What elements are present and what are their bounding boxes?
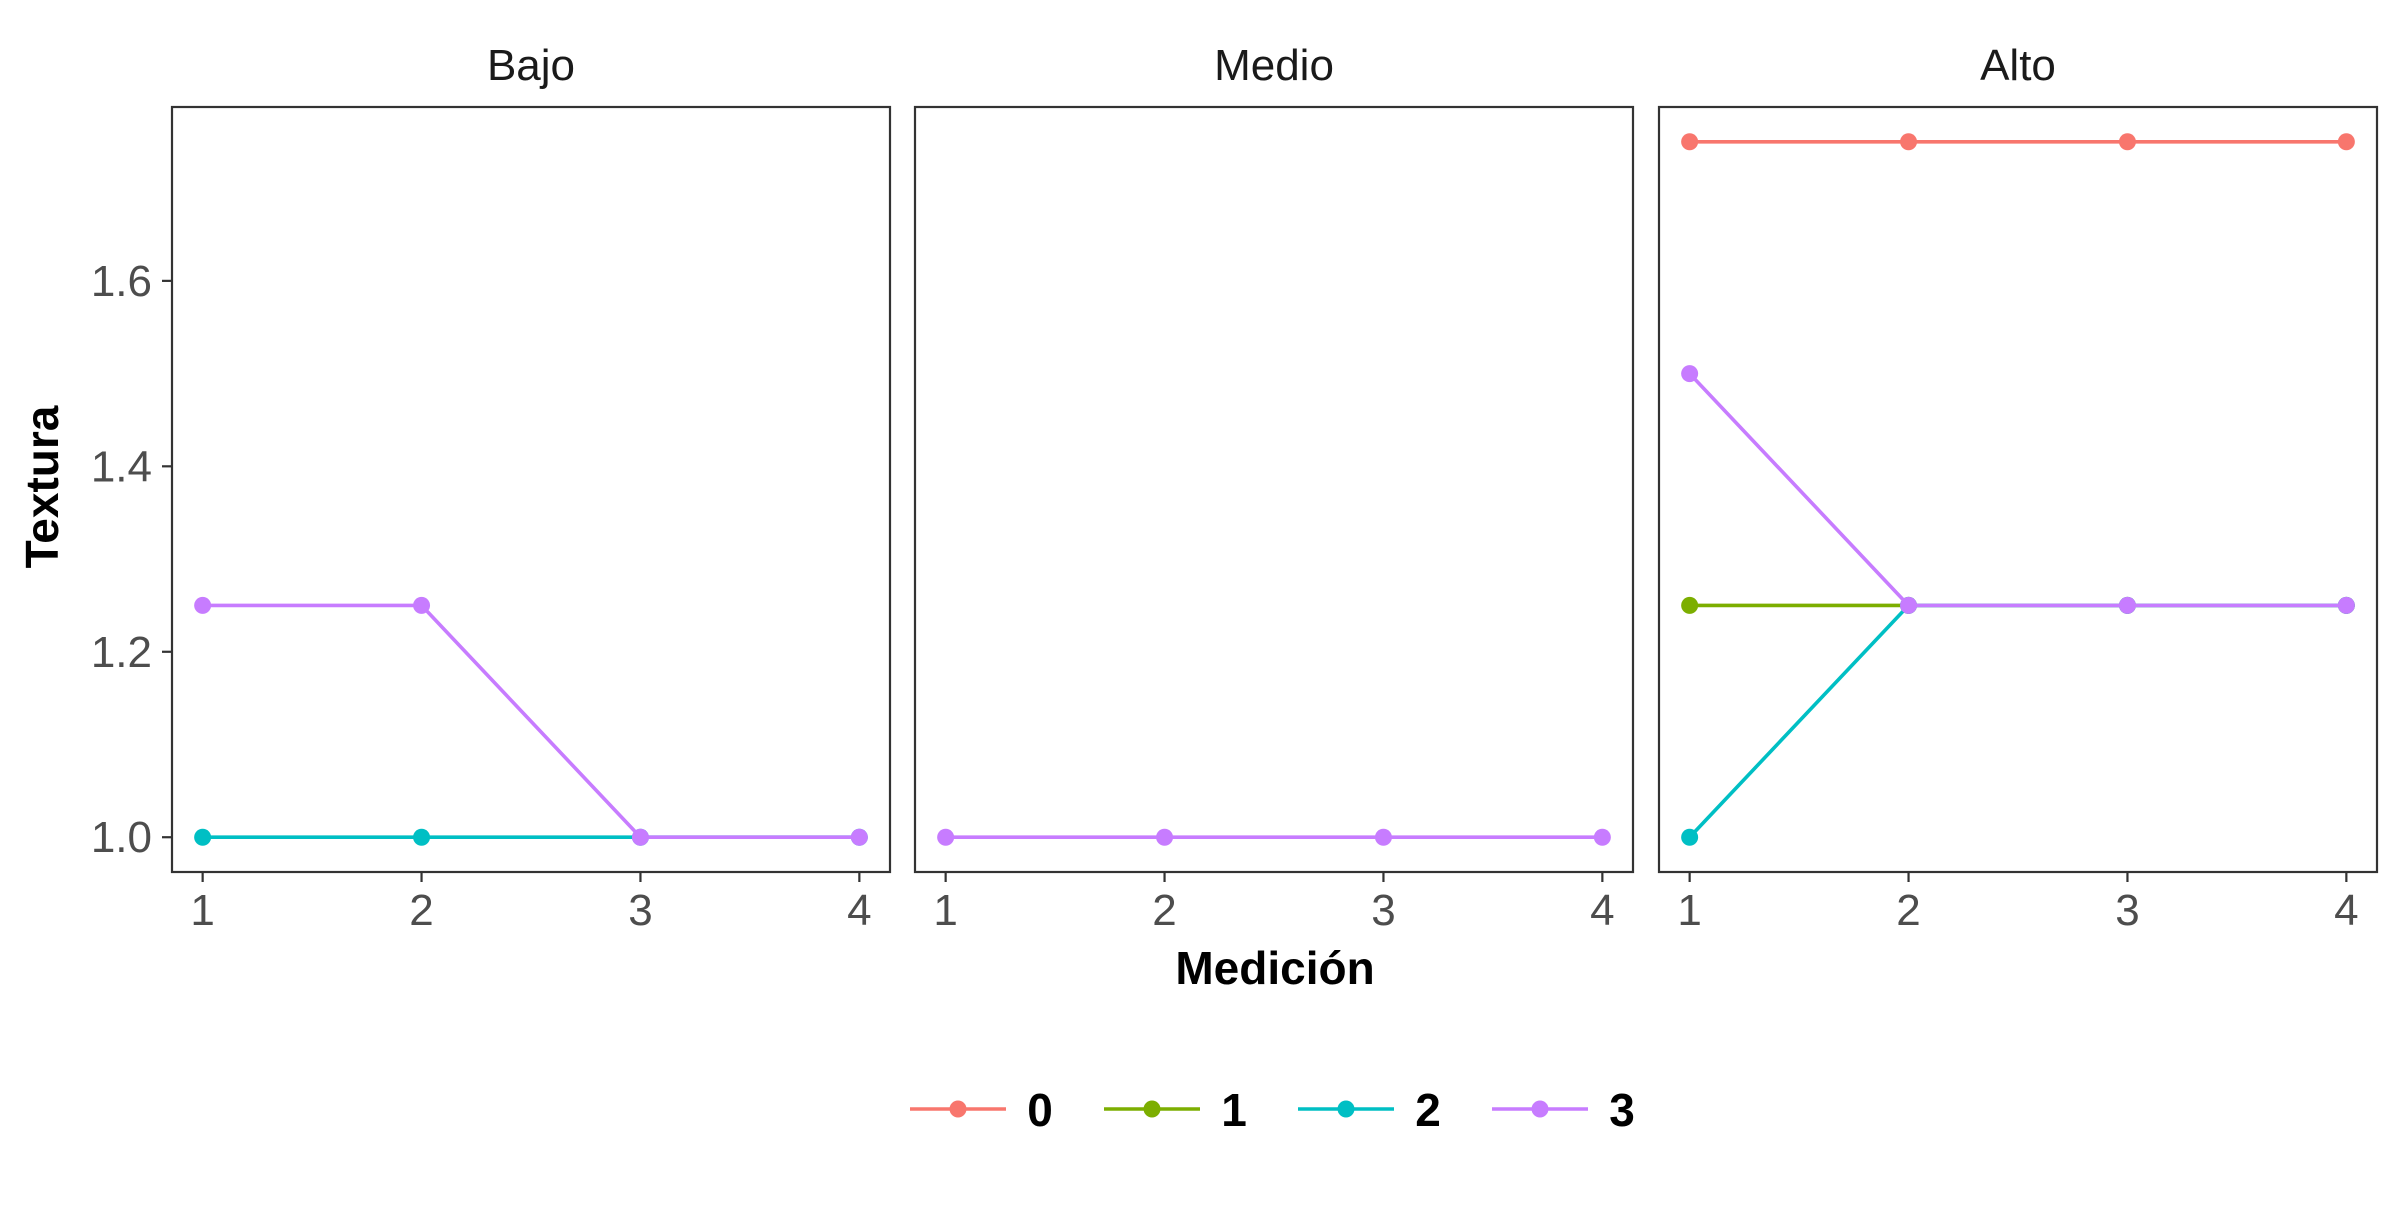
x-tick-label: 2 [409,886,433,935]
data-point-series-0 [1681,133,1699,151]
legend-key-point-2 [1337,1100,1355,1118]
legend-label-1: 1 [1221,1084,1247,1136]
panel-alto: Alto 1 2 3 4 [1657,41,2379,935]
facet-label: Alto [1980,41,2056,90]
legend-key-point-3 [1531,1100,1549,1118]
legend-key-point-0 [949,1100,967,1118]
data-point-series-0 [2337,133,2355,151]
data-point-series-3 [1374,828,1392,846]
data-point-series-2 [413,828,431,846]
x-tick-label: 3 [628,886,652,935]
data-point-series-3 [937,828,955,846]
y-tick-label: 1.0 [91,813,152,862]
data-point-series-3 [1900,596,1918,614]
x-tick-label: 1 [1677,886,1701,935]
x-tick-label: 3 [1371,886,1395,935]
x-tick-label: 4 [2334,886,2358,935]
data-point-series-3 [1681,365,1699,383]
panel-medio: Medio 1 2 3 4 [913,41,1635,935]
series-line-3 [202,603,860,840]
data-point-series-3 [413,596,431,614]
panel-frame [170,105,892,874]
x-tick-label: 2 [1152,886,1176,935]
data-point-series-3 [1156,828,1174,846]
series-line-3 [1688,372,2347,608]
data-point-series-1 [1681,596,1699,614]
x-tick-label: 1 [190,886,214,935]
panel-frame [913,105,1635,874]
facet-label: Medio [1214,41,1334,90]
data-point-series-2 [194,828,212,846]
y-tick-label: 1.2 [91,628,152,677]
data-point-series-3 [1593,828,1611,846]
x-tick-label: 4 [1590,886,1614,935]
legend-label-2: 2 [1415,1084,1441,1136]
y-tick-label: 1.6 [91,257,152,306]
x-tick-label: 2 [1896,886,1920,935]
legend-key-point-1 [1143,1100,1161,1118]
data-point-series-3 [850,828,868,846]
panel-bajo: Bajo 1 2 3 4 1.0 1.2 1.4 1.6 [91,41,892,935]
x-tick-label: 3 [2115,886,2139,935]
x-tick-label: 4 [847,886,871,935]
y-tick-label: 1.4 [91,442,152,491]
legend-label-0: 0 [1027,1084,1053,1136]
data-point-series-3 [194,596,212,614]
y-axis-title: Textura [16,405,68,568]
facet-label: Bajo [487,41,575,90]
data-point-series-0 [1900,133,1918,151]
legend: 0 1 2 3 [910,1084,1635,1136]
data-point-series-3 [2337,596,2355,614]
x-tick-label: 1 [933,886,957,935]
data-point-series-3 [2118,596,2136,614]
data-point-series-0 [2118,133,2136,151]
legend-label-3: 3 [1609,1084,1635,1136]
x-axis-title: Medición [1175,942,1374,994]
data-point-series-2 [1681,828,1699,846]
data-point-series-3 [631,828,649,846]
